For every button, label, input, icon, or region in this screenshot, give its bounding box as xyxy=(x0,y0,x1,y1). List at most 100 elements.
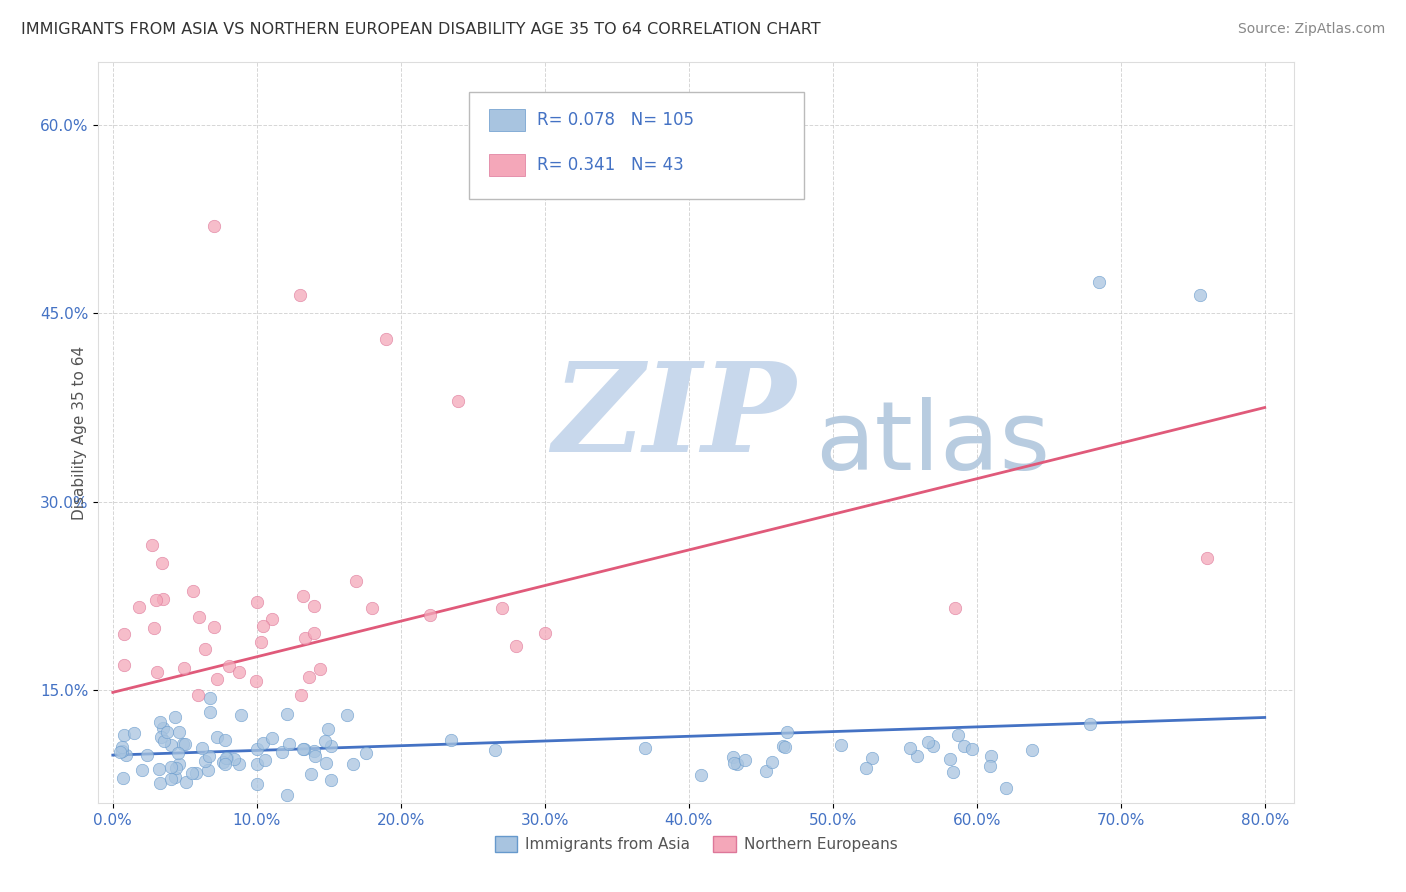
Point xyxy=(202,620,225,634)
Point xyxy=(921,739,943,754)
Point xyxy=(131,763,153,777)
Bar xyxy=(489,109,524,131)
Point xyxy=(375,331,398,345)
Point xyxy=(246,757,269,772)
Point xyxy=(855,761,877,775)
Point xyxy=(1197,551,1219,566)
Legend: Immigrants from Asia, Northern Europeans: Immigrants from Asia, Northern Europeans xyxy=(488,830,904,858)
Point xyxy=(294,742,316,756)
Point xyxy=(174,775,197,789)
Point xyxy=(905,749,928,764)
Point xyxy=(960,742,983,756)
Point xyxy=(1021,743,1043,757)
Point xyxy=(319,773,342,788)
Point xyxy=(734,753,756,767)
Point xyxy=(246,742,269,756)
Point xyxy=(152,734,174,748)
Point xyxy=(167,756,190,771)
Point xyxy=(194,754,217,768)
Point xyxy=(159,760,181,774)
Point xyxy=(898,740,921,755)
Point xyxy=(917,735,939,749)
Point xyxy=(173,661,195,675)
Point xyxy=(207,673,229,687)
Point xyxy=(634,740,657,755)
Point xyxy=(215,751,238,765)
Point xyxy=(228,665,250,680)
Point xyxy=(948,728,970,742)
Point xyxy=(533,626,555,640)
Point xyxy=(146,665,169,679)
Point xyxy=(149,730,172,744)
Point xyxy=(184,766,207,780)
Point xyxy=(228,757,250,772)
Point xyxy=(250,634,273,648)
Bar xyxy=(489,153,524,176)
Point xyxy=(112,771,135,785)
Point xyxy=(276,788,298,802)
Point xyxy=(315,756,337,770)
Point xyxy=(830,738,852,752)
Point xyxy=(319,739,342,753)
Point xyxy=(205,730,228,744)
Point xyxy=(141,538,163,552)
Point xyxy=(505,639,527,653)
Point xyxy=(112,626,135,640)
Point xyxy=(148,762,170,776)
Point xyxy=(165,761,187,775)
Point xyxy=(156,724,179,739)
Point xyxy=(299,766,322,780)
Point xyxy=(276,707,298,722)
Point xyxy=(1078,717,1101,731)
Point xyxy=(149,776,172,790)
Point xyxy=(725,757,748,772)
Text: ZIP: ZIP xyxy=(553,357,796,479)
Point xyxy=(980,749,1002,764)
Point xyxy=(755,764,778,778)
Y-axis label: Disability Age 35 to 64: Disability Age 35 to 64 xyxy=(72,345,87,520)
Point xyxy=(187,610,209,624)
Point xyxy=(302,599,325,613)
Point xyxy=(721,750,744,764)
Point xyxy=(145,593,167,607)
Point xyxy=(290,688,312,702)
Point xyxy=(165,710,187,724)
Point xyxy=(1088,275,1111,289)
Point xyxy=(761,755,783,769)
Point xyxy=(254,753,277,767)
Point xyxy=(336,708,359,723)
Point xyxy=(191,741,214,756)
Text: atlas: atlas xyxy=(815,397,1050,491)
Point xyxy=(294,632,316,646)
Point xyxy=(419,607,441,622)
Point xyxy=(994,780,1017,795)
Point xyxy=(979,759,1001,773)
Point xyxy=(197,763,219,777)
Point xyxy=(953,739,976,754)
Point xyxy=(298,670,321,684)
Point xyxy=(361,601,384,615)
Point xyxy=(172,738,194,752)
Point xyxy=(214,732,236,747)
Point xyxy=(114,657,136,672)
Point xyxy=(491,601,513,615)
Text: IMMIGRANTS FROM ASIA VS NORTHERN EUROPEAN DISABILITY AGE 35 TO 64 CORRELATION CH: IMMIGRANTS FROM ASIA VS NORTHERN EUROPEA… xyxy=(21,22,821,37)
Point xyxy=(773,740,796,755)
Point xyxy=(252,736,274,750)
Point xyxy=(149,714,172,729)
Point xyxy=(142,621,165,635)
Point xyxy=(181,583,204,598)
Point xyxy=(292,589,315,603)
Point xyxy=(167,747,190,761)
Point xyxy=(308,662,330,676)
Point xyxy=(447,394,470,409)
Point xyxy=(246,595,269,609)
Text: Source: ZipAtlas.com: Source: ZipAtlas.com xyxy=(1237,22,1385,37)
Point xyxy=(222,752,245,766)
Text: R= 0.078   N= 105: R= 0.078 N= 105 xyxy=(537,112,695,129)
Point xyxy=(197,748,219,763)
Point xyxy=(135,747,157,762)
Point xyxy=(214,756,236,771)
Point xyxy=(314,734,336,748)
Point xyxy=(160,738,183,752)
